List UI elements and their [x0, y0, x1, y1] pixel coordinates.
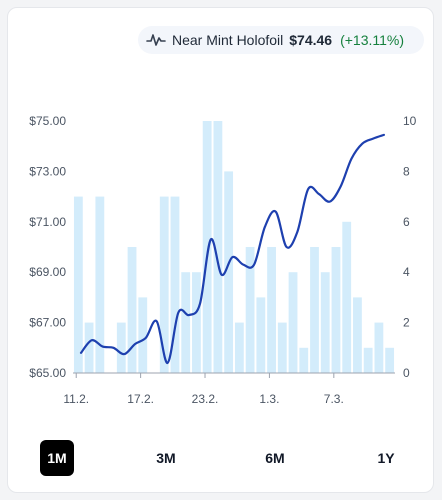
range-1m-button[interactable]: 1M: [40, 440, 74, 476]
volume-bar: [374, 322, 384, 373]
volume-bar: [234, 322, 244, 373]
range-1y-button[interactable]: 1Y: [377, 450, 395, 466]
volume-bar: [224, 171, 234, 373]
y-left-tick-label: $67.00: [29, 316, 66, 330]
volume-bar: [84, 322, 94, 373]
series-price: $74.46: [289, 32, 333, 48]
volume-bar: [385, 347, 395, 373]
series-name: Near Mint Holofoil: [172, 32, 284, 48]
volume-bar: [320, 272, 330, 373]
volume-bar: [331, 247, 341, 373]
x-tick-label: 23.2.: [192, 392, 219, 406]
volume-bar: [299, 347, 309, 373]
volume-bar: [256, 297, 266, 373]
volume-bar: [245, 247, 255, 373]
series-legend[interactable]: Near Mint Holofoil $74.46 (+13.11%): [138, 26, 424, 54]
volume-bar: [363, 347, 373, 373]
volume-bar: [310, 247, 319, 373]
volume-bar: [127, 247, 137, 373]
y-right-tick-label: 2: [403, 316, 410, 330]
x-tick-label: 1.3.: [259, 392, 279, 406]
volume-bar: [116, 322, 126, 373]
volume-bar: [138, 297, 148, 373]
y-left-tick-label: $69.00: [29, 265, 66, 279]
x-tick-label: 7.3.: [324, 392, 344, 406]
range-6m-button[interactable]: 6M: [265, 450, 285, 466]
volume-bar: [181, 272, 191, 373]
volume-bar: [95, 196, 105, 373]
range-3m-button[interactable]: 3M: [156, 450, 176, 466]
y-right-tick-label: 10: [403, 114, 417, 128]
y-left-tick-label: $75.00: [29, 114, 66, 128]
y-right-tick-label: 0: [403, 366, 410, 380]
y-left-tick-label: $73.00: [29, 164, 66, 178]
time-range-selector: 1M 3M 6M 1Y: [0, 440, 442, 480]
volume-bar: [342, 221, 352, 373]
volume-bar: [213, 121, 223, 373]
price-volume-chart: $75.00 $73.00 $71.00 $69.00 $67.00 $65.00 10 8 6…: [29, 114, 417, 406]
x-tick-label: 11.2.: [63, 392, 89, 406]
volume-bar: [277, 322, 287, 373]
volume-bar: [353, 297, 362, 373]
y-left-tick-label: $65.00: [29, 366, 66, 380]
y-right-tick-label: 4: [403, 265, 410, 279]
volume-bar: [159, 196, 169, 373]
volume-bar: [170, 196, 180, 373]
line-chart-icon: [146, 34, 166, 46]
y-left-tick-label: $71.00: [29, 215, 66, 229]
series-change: (+13.11%): [340, 32, 405, 48]
volume-bar: [202, 121, 212, 373]
volume-bar: [192, 272, 201, 373]
volume-bar: [73, 196, 83, 373]
x-tick-label: 17.2.: [127, 392, 154, 406]
y-right-tick-label: 6: [403, 215, 410, 229]
y-right-tick-label: 8: [403, 164, 410, 178]
price-line: [79, 133, 385, 365]
volume-bar: [267, 247, 276, 373]
volume-bar: [288, 272, 298, 373]
